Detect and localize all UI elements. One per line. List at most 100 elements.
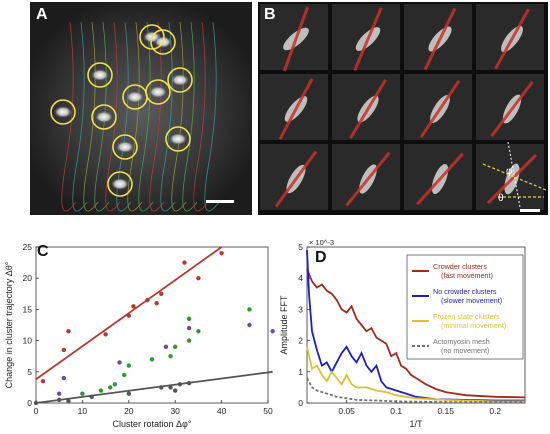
- legend-box: [406, 254, 524, 360]
- y-tick-label: 25: [23, 242, 33, 252]
- panel-a: A: [30, 2, 252, 215]
- time-lapse-tile: [260, 144, 328, 210]
- legend-label: Crowder clusters: [433, 262, 487, 271]
- orientation-line: [416, 152, 464, 206]
- panel-label-d: D: [315, 249, 327, 266]
- plot-frame: [306, 246, 526, 404]
- data-point: [80, 391, 85, 396]
- time-lapse-tile: [404, 144, 472, 210]
- trajectory-trace: [105, 21, 121, 212]
- time-lapse-tile: [476, 4, 544, 70]
- data-point: [247, 307, 252, 312]
- angle-annotation: φ θ: [482, 141, 547, 208]
- cluster-blob: [149, 86, 167, 98]
- x-tick-label: 0.15: [437, 406, 454, 416]
- cluster-blob: [54, 106, 72, 118]
- data-point: [103, 332, 108, 337]
- legend-sublabel: (slower movement): [441, 296, 502, 305]
- trajectory-trace: [204, 21, 220, 212]
- x-tick-label: 50: [263, 406, 273, 416]
- orientation-line: [349, 79, 387, 139]
- y-tick-label: 0: [298, 398, 303, 408]
- trajectory-trace: [160, 21, 176, 212]
- data-point: [66, 398, 71, 404]
- cluster-circle: [139, 24, 165, 50]
- orientation-line: [278, 78, 314, 140]
- data-point: [247, 322, 252, 328]
- chart-d: 0.05 0.1 0.15 0.2 0 1 2 3 4 5 × 10^-3 1/T Amplitude …: [279, 238, 526, 429]
- time-lapse-tile: [332, 74, 400, 140]
- y-tick-label: 1: [298, 367, 303, 377]
- trajectory-trace: [171, 21, 187, 212]
- y-tick-label: 5: [27, 367, 32, 377]
- data-point: [270, 329, 275, 334]
- y-tick-label: 4: [298, 273, 303, 283]
- data-point: [61, 375, 67, 381]
- x-tick-label: 10: [78, 406, 88, 416]
- orientation-line: [494, 8, 530, 70]
- cluster-circle: [87, 62, 113, 88]
- y-axis-label: Amplitude FFT: [279, 295, 289, 355]
- data-point: [186, 380, 192, 386]
- panel-c: 0 10 20 30 40 50 0 5 10 15 20 25 Cluster rotation Δφ…: [0, 235, 275, 434]
- legend-sublabel: (no movement): [441, 346, 489, 355]
- scale-bar-b: [520, 209, 540, 212]
- time-lapse-tile: [260, 74, 328, 140]
- series-line: [306, 346, 525, 403]
- trajectory-trace: [72, 21, 88, 212]
- legend-label: Frozen state clusters: [433, 312, 500, 321]
- series-line: [306, 268, 526, 399]
- trajectory-trace: [116, 21, 132, 212]
- data-point: [126, 391, 131, 396]
- series-line: [306, 250, 525, 402]
- y-tick-label: 2: [298, 336, 303, 346]
- data-point: [40, 378, 46, 384]
- y-tick-label: 5: [298, 242, 303, 252]
- cluster-circle: [107, 171, 133, 197]
- panel-label-b: B: [264, 6, 276, 23]
- y-axis-label: Change in cluster trajectory Δθ°: [4, 261, 14, 388]
- time-lapse-tile: [332, 144, 400, 210]
- phi-label: φ: [506, 166, 513, 177]
- data-point: [149, 357, 155, 362]
- data-point: [112, 382, 118, 387]
- data-point: [186, 338, 192, 343]
- x-tick-label: 0.05: [338, 406, 355, 416]
- panel-label-a: A: [36, 6, 48, 23]
- data-point: [126, 313, 131, 318]
- trajectory-trace: [94, 21, 110, 212]
- data-point: [186, 325, 192, 331]
- cluster-circle: [167, 67, 193, 93]
- fit-line: [35, 246, 223, 381]
- x-tick-label: 0: [34, 406, 39, 416]
- data-point: [159, 385, 164, 390]
- orientation-line: [419, 79, 461, 139]
- orientation-line: [274, 150, 318, 208]
- cluster-circle: [112, 134, 138, 160]
- time-lapse-tile: [404, 4, 472, 71]
- series-line: [306, 377, 525, 403]
- x-axis-label: Cluster rotation Δφ°: [113, 419, 192, 429]
- data-point: [61, 347, 67, 353]
- cluster-blob: [95, 111, 113, 123]
- data-point: [57, 391, 62, 396]
- y-tick-label: 0: [27, 398, 32, 408]
- cluster-blob: [111, 178, 129, 190]
- data-point: [177, 382, 183, 387]
- trajectory-trace: [182, 21, 198, 212]
- cluster-circle: [91, 104, 117, 130]
- panel-label-c: C: [37, 243, 49, 260]
- data-point: [159, 291, 164, 296]
- cluster-circle: [145, 79, 171, 105]
- x-tick-label: 40: [217, 406, 227, 416]
- orientation-line: [423, 7, 457, 71]
- data-point: [108, 385, 113, 390]
- data-point: [154, 300, 159, 306]
- scale-bar: [206, 200, 234, 203]
- orientation-line: [282, 6, 310, 72]
- data-point: [168, 385, 173, 390]
- time-lapse-tile: [476, 74, 544, 140]
- cluster-circle: [150, 29, 176, 55]
- data-point: [186, 316, 192, 321]
- time-lapse-tile: [404, 74, 472, 140]
